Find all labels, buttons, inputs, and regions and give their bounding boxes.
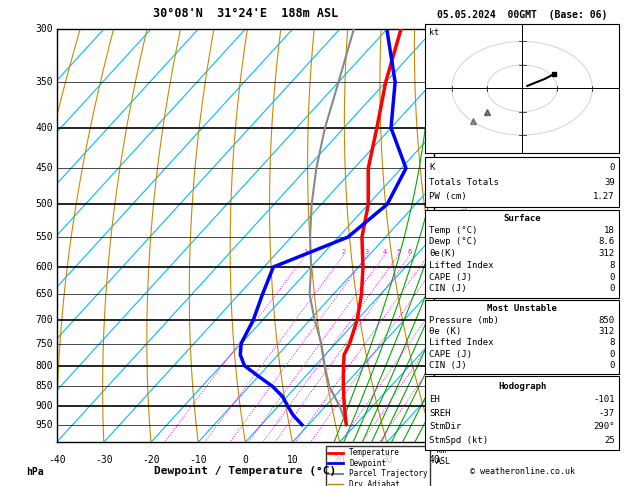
Text: 300: 300 bbox=[35, 24, 53, 34]
Text: 9: 9 bbox=[436, 25, 441, 34]
Text: K: K bbox=[430, 163, 435, 173]
Text: -20: -20 bbox=[142, 455, 160, 465]
Text: 1: 1 bbox=[436, 401, 441, 411]
Text: 6: 6 bbox=[436, 200, 441, 209]
Text: CIN (J): CIN (J) bbox=[430, 284, 467, 294]
Text: hPa: hPa bbox=[26, 467, 44, 477]
Text: 30°08'N  31°24'E  188m ASL: 30°08'N 31°24'E 188m ASL bbox=[153, 7, 338, 20]
Text: CIN (J): CIN (J) bbox=[430, 361, 467, 370]
Text: -101: -101 bbox=[593, 395, 615, 404]
Text: 850: 850 bbox=[599, 315, 615, 325]
Text: Dewp (°C): Dewp (°C) bbox=[430, 238, 478, 246]
Text: -40: -40 bbox=[48, 455, 65, 465]
Text: 4: 4 bbox=[382, 249, 387, 255]
Text: km
ASL: km ASL bbox=[436, 446, 451, 466]
Text: LCL: LCL bbox=[436, 387, 451, 396]
Text: 0: 0 bbox=[610, 273, 615, 282]
Text: 800: 800 bbox=[35, 361, 53, 371]
Text: 20: 20 bbox=[334, 455, 345, 465]
Text: 850: 850 bbox=[35, 382, 53, 392]
Text: 8: 8 bbox=[610, 338, 615, 347]
Bar bbox=[425, 376, 619, 450]
Text: 500: 500 bbox=[35, 199, 53, 209]
Text: Mixing Ratio (g/kg): Mixing Ratio (g/kg) bbox=[460, 188, 469, 283]
Text: 3: 3 bbox=[436, 315, 441, 324]
Text: 18: 18 bbox=[604, 226, 615, 235]
Text: CAPE (J): CAPE (J) bbox=[430, 349, 472, 359]
Bar bbox=[425, 157, 619, 208]
Text: 39: 39 bbox=[604, 178, 615, 187]
Text: 3: 3 bbox=[365, 249, 369, 255]
Text: 05.05.2024  00GMT  (Base: 06): 05.05.2024 00GMT (Base: 06) bbox=[437, 10, 607, 19]
Text: 30: 30 bbox=[381, 455, 392, 465]
Text: θe (K): θe (K) bbox=[430, 327, 462, 336]
Text: 1: 1 bbox=[303, 249, 308, 255]
Text: Pressure (mb): Pressure (mb) bbox=[430, 315, 499, 325]
Text: 8: 8 bbox=[426, 249, 430, 255]
Bar bbox=[425, 209, 619, 298]
Bar bbox=[425, 300, 619, 374]
Text: © weatheronline.co.uk: © weatheronline.co.uk bbox=[470, 468, 574, 476]
Text: 5: 5 bbox=[396, 249, 400, 255]
Text: 5: 5 bbox=[436, 233, 441, 242]
Text: 650: 650 bbox=[35, 290, 53, 299]
Text: -10: -10 bbox=[189, 455, 207, 465]
Text: 0: 0 bbox=[610, 361, 615, 370]
Text: Lifted Index: Lifted Index bbox=[430, 261, 494, 270]
Text: 600: 600 bbox=[35, 262, 53, 272]
Text: 0: 0 bbox=[610, 349, 615, 359]
Text: 8: 8 bbox=[610, 261, 615, 270]
Text: 450: 450 bbox=[35, 163, 53, 174]
Text: 8: 8 bbox=[436, 123, 441, 132]
Text: 6: 6 bbox=[408, 249, 412, 255]
Text: 0: 0 bbox=[610, 284, 615, 294]
Text: 2: 2 bbox=[436, 361, 441, 370]
Legend: Temperature, Dewpoint, Parcel Trajectory, Dry Adiabat, Wet Adiabat, Isotherm, Mi: Temperature, Dewpoint, Parcel Trajectory… bbox=[326, 446, 430, 486]
Text: Totals Totals: Totals Totals bbox=[430, 178, 499, 187]
Text: PW (cm): PW (cm) bbox=[430, 192, 467, 201]
Text: 950: 950 bbox=[35, 419, 53, 430]
Text: 350: 350 bbox=[35, 77, 53, 87]
Text: SREH: SREH bbox=[430, 409, 451, 418]
Text: 0: 0 bbox=[242, 455, 248, 465]
Text: 290°: 290° bbox=[593, 422, 615, 431]
Text: 312: 312 bbox=[599, 327, 615, 336]
Text: 40: 40 bbox=[428, 455, 440, 465]
Text: 400: 400 bbox=[35, 123, 53, 133]
Text: Hodograph: Hodograph bbox=[498, 382, 546, 391]
Text: 2: 2 bbox=[342, 249, 346, 255]
Text: 7: 7 bbox=[436, 164, 441, 173]
Text: 8.6: 8.6 bbox=[599, 238, 615, 246]
Text: Lifted Index: Lifted Index bbox=[430, 338, 494, 347]
Text: 750: 750 bbox=[35, 339, 53, 348]
Text: Most Unstable: Most Unstable bbox=[487, 304, 557, 313]
Text: θe(K): θe(K) bbox=[430, 249, 457, 258]
Text: 312: 312 bbox=[599, 249, 615, 258]
Text: 900: 900 bbox=[35, 401, 53, 411]
Text: 550: 550 bbox=[35, 232, 53, 242]
Text: 0: 0 bbox=[610, 163, 615, 173]
Text: 10: 10 bbox=[287, 455, 298, 465]
Text: Temp (°C): Temp (°C) bbox=[430, 226, 478, 235]
Text: Dewpoint / Temperature (°C): Dewpoint / Temperature (°C) bbox=[154, 466, 337, 476]
Text: CAPE (J): CAPE (J) bbox=[430, 273, 472, 282]
Text: Surface: Surface bbox=[503, 214, 541, 223]
Text: -37: -37 bbox=[599, 409, 615, 418]
Text: 4: 4 bbox=[436, 262, 441, 272]
Text: EH: EH bbox=[430, 395, 440, 404]
Text: StmDir: StmDir bbox=[430, 422, 462, 431]
Text: StmSpd (kt): StmSpd (kt) bbox=[430, 435, 489, 445]
Text: 25: 25 bbox=[604, 435, 615, 445]
Text: -30: -30 bbox=[95, 455, 113, 465]
Text: 700: 700 bbox=[35, 315, 53, 325]
Text: 1.27: 1.27 bbox=[593, 192, 615, 201]
